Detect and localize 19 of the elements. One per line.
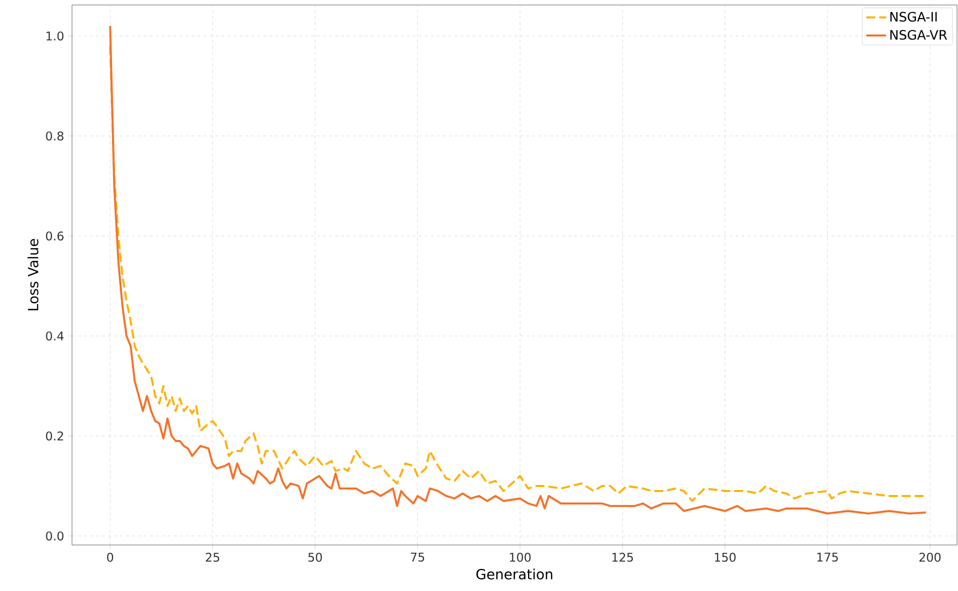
y-tick-label: 0.8 bbox=[46, 131, 64, 141]
y-tick-label: 0.2 bbox=[46, 431, 64, 441]
x-tick-label: 75 bbox=[410, 552, 424, 562]
y-tick-label: 0.6 bbox=[46, 231, 64, 241]
x-tick-label: 150 bbox=[714, 552, 736, 562]
legend-label: NSGA-II bbox=[890, 12, 937, 22]
x-axis-title: Generation bbox=[476, 568, 552, 580]
y-tick-label: 1.0 bbox=[46, 31, 64, 41]
legend-label: NSGA-VR bbox=[890, 30, 948, 40]
x-tick-label: 25 bbox=[206, 552, 220, 562]
x-tick-label: 100 bbox=[510, 552, 531, 562]
x-tick-label: 200 bbox=[919, 552, 941, 562]
x-tick-label: 175 bbox=[817, 552, 838, 562]
x-tick-label: 50 bbox=[308, 552, 322, 562]
x-tick-label: 0 bbox=[107, 552, 114, 562]
x-tick-label: 125 bbox=[612, 552, 633, 562]
y-tick-label: 0.4 bbox=[46, 331, 64, 341]
y-axis-title: Loss Value bbox=[28, 239, 38, 310]
y-tick-label: 0.0 bbox=[46, 531, 64, 541]
